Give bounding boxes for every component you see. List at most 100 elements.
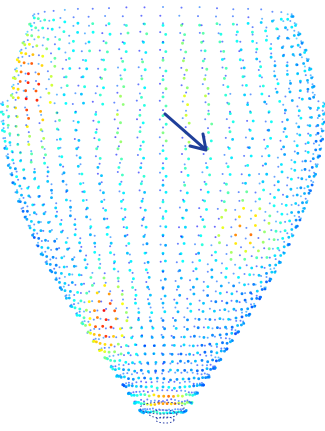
point — [265, 103, 268, 105]
point — [279, 139, 282, 142]
point — [177, 270, 180, 273]
point — [274, 258, 277, 261]
point — [163, 277, 167, 281]
point — [174, 408, 177, 411]
point — [89, 225, 93, 229]
point — [19, 151, 22, 154]
point — [282, 20, 285, 23]
point — [273, 175, 276, 178]
point — [246, 119, 249, 122]
point — [245, 264, 248, 267]
point — [272, 204, 276, 208]
point — [236, 330, 239, 333]
point — [35, 80, 37, 82]
point — [162, 6, 164, 8]
point — [171, 360, 174, 363]
point — [162, 270, 164, 273]
point — [258, 295, 261, 298]
point — [73, 223, 77, 227]
point — [232, 272, 235, 275]
point — [85, 67, 89, 71]
point — [41, 26, 45, 30]
point — [255, 294, 258, 297]
point — [215, 15, 217, 18]
point — [14, 125, 17, 128]
point — [117, 353, 120, 356]
point — [159, 14, 162, 17]
point — [295, 193, 299, 197]
point — [61, 67, 64, 70]
point — [192, 270, 195, 273]
point — [22, 196, 25, 199]
point — [223, 347, 226, 350]
point — [200, 343, 204, 347]
point — [223, 308, 227, 311]
point — [194, 317, 197, 320]
point — [57, 146, 60, 150]
point — [209, 139, 213, 143]
point — [306, 124, 309, 127]
point — [139, 393, 143, 396]
point — [141, 180, 143, 183]
point — [15, 170, 18, 173]
point — [183, 183, 187, 187]
point — [112, 354, 115, 357]
point — [290, 13, 293, 16]
point — [59, 222, 62, 226]
point — [298, 133, 302, 137]
point — [220, 199, 223, 202]
point — [116, 317, 119, 320]
point — [138, 49, 141, 52]
point — [33, 203, 36, 206]
point — [12, 83, 15, 86]
point — [79, 237, 82, 240]
point — [164, 50, 168, 53]
point — [158, 118, 161, 121]
point — [60, 288, 63, 291]
point — [79, 182, 82, 186]
point — [312, 142, 315, 145]
point — [259, 85, 262, 88]
point — [154, 363, 157, 366]
point — [28, 22, 31, 26]
arrow-head — [188, 132, 208, 152]
point — [42, 212, 46, 216]
point — [50, 27, 54, 31]
point — [88, 317, 92, 320]
point — [276, 246, 280, 250]
point — [298, 215, 301, 218]
point — [136, 118, 138, 121]
point — [64, 51, 67, 54]
point — [312, 153, 315, 155]
point — [244, 181, 247, 185]
point — [144, 268, 148, 272]
point — [39, 110, 42, 113]
point — [183, 362, 186, 364]
point — [65, 58, 68, 61]
point — [243, 93, 247, 97]
point — [147, 302, 151, 306]
point — [285, 64, 289, 68]
point — [145, 251, 148, 254]
point — [229, 92, 232, 95]
point — [298, 53, 302, 56]
point — [29, 24, 33, 28]
point — [152, 344, 155, 347]
point — [113, 118, 116, 121]
point — [267, 247, 271, 251]
point — [194, 243, 196, 246]
point — [44, 238, 47, 242]
point — [250, 209, 253, 212]
point — [276, 238, 279, 241]
point — [261, 180, 265, 184]
point — [303, 192, 306, 195]
point — [183, 163, 186, 166]
point — [248, 241, 252, 245]
point — [104, 327, 107, 330]
point — [267, 221, 271, 225]
point — [285, 195, 289, 199]
point — [221, 226, 225, 230]
point — [68, 42, 71, 45]
point — [192, 292, 196, 296]
point — [78, 241, 81, 245]
